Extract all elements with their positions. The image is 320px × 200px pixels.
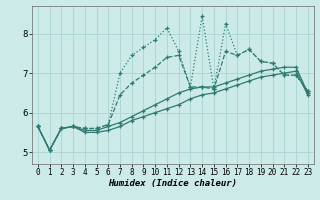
X-axis label: Humidex (Indice chaleur): Humidex (Indice chaleur) xyxy=(108,179,237,188)
